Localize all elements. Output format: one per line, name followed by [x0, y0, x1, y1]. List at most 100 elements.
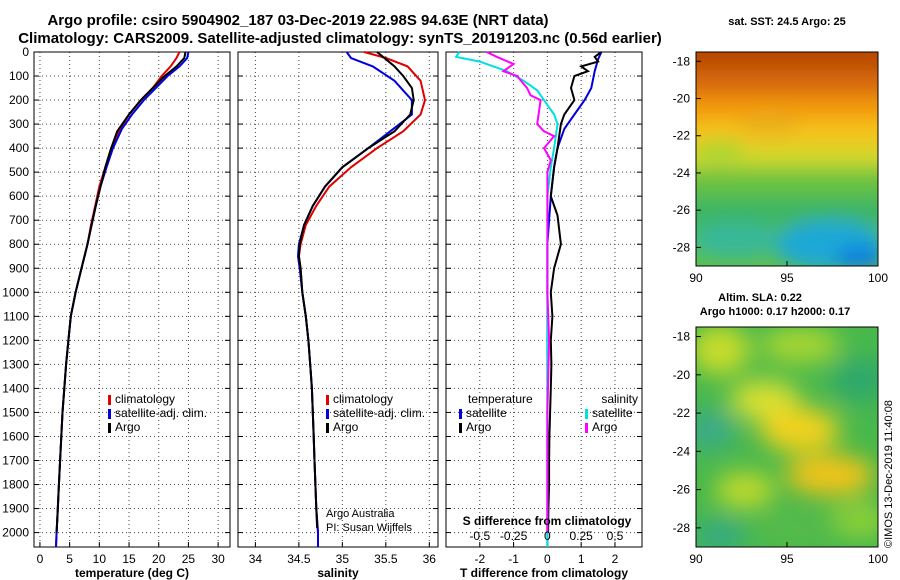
legend-swatch	[326, 395, 329, 405]
depth-tick-label: 1500	[2, 405, 29, 419]
x-tick-label: 30	[211, 552, 225, 566]
map-y-tick-label: -18	[673, 54, 691, 68]
depth-tick-label: 100	[9, 69, 29, 83]
difference-panel: -2 -1 0 1 2T difference from climatology S di…	[445, 51, 643, 580]
sla-map-field	[696, 327, 878, 547]
legend-salinity-title: salinity	[601, 392, 638, 406]
depth-tick-label: 600	[9, 189, 29, 203]
map-y-tick-label: -28	[673, 240, 691, 254]
map-y-tick-label: -18	[673, 330, 691, 344]
x-tick-label: 35	[336, 552, 350, 566]
sst-map-axes: 90 95 100 -18 -20 -22 -24 -26 -28	[673, 54, 889, 285]
s-diff-tick-label: -0.25	[500, 529, 528, 543]
x-axis-label: T difference from climatology	[460, 566, 628, 580]
depth-tick-label: 500	[9, 165, 29, 179]
legend-label: satellite-adj. clim.	[333, 406, 425, 420]
legend-swatch	[326, 409, 329, 419]
legend-label: climatology	[115, 392, 175, 406]
map-y-tick-label: -28	[673, 521, 691, 535]
map-y-tick-label: -20	[673, 368, 691, 382]
legend-swatch	[326, 423, 329, 433]
depth-tick-label: 0	[22, 45, 29, 59]
legend-label: Argo	[466, 420, 492, 434]
plot-frame	[445, 51, 643, 548]
plot-frame	[33, 51, 231, 548]
map-x-tick-label: 100	[868, 271, 888, 285]
depth-tick-label: 700	[9, 213, 29, 227]
x-tick-label: 5	[66, 552, 73, 566]
legend-swatch	[585, 409, 588, 419]
title-line1: Argo profile: csiro 5904902_187 03-Dec-2…	[47, 12, 548, 29]
map-y-tick-label: -26	[673, 203, 691, 217]
depth-tick-label: 800	[9, 237, 29, 251]
s-diff-tick-label: 0.25	[569, 529, 593, 543]
map-x-tick-label: 90	[689, 271, 703, 285]
legend-swatch	[108, 395, 111, 405]
depth-tick-label: 1800	[2, 478, 29, 492]
legend-label: climatology	[333, 392, 393, 406]
depth-tick-label: 1600	[2, 429, 29, 443]
legend-label: Argo	[333, 420, 359, 434]
map-y-tick-label: -22	[673, 129, 691, 143]
x-tick-label: 35.5	[374, 552, 398, 566]
depth-tick-label: 200	[9, 93, 29, 107]
x-tick-label: -2	[474, 552, 485, 566]
x-tick-label: 20	[152, 552, 166, 566]
map-y-tick-label: -20	[673, 92, 691, 106]
depth-tick-label: 1900	[2, 502, 29, 516]
legend-swatch	[459, 409, 462, 419]
s-diff-tick-label: -0.5	[469, 529, 490, 543]
legend-label: satellite	[466, 406, 507, 420]
depth-tick-label: 400	[9, 141, 29, 155]
s-diff-label: S difference from climatology	[463, 514, 632, 528]
depth-tick-label: 1700	[2, 453, 29, 467]
series-climatology	[297, 51, 427, 547]
map-x-tick-label: 90	[689, 552, 703, 566]
depth-tick-label: 1300	[2, 357, 29, 371]
map-x-tick-label: 95	[780, 271, 794, 285]
map-y-tick-label: -26	[673, 483, 691, 497]
series-s-argo	[486, 51, 556, 533]
depth-tick-label: 1200	[2, 333, 29, 347]
x-axis-label: temperature (deg C)	[75, 566, 189, 580]
legend-temperature-title: temperature	[468, 392, 533, 406]
series-argo	[297, 51, 415, 528]
legend-label: Argo	[592, 420, 618, 434]
map-x-tick-label: 100	[868, 552, 888, 566]
map-y-tick-label: -22	[673, 406, 691, 420]
x-tick-label: 0	[37, 552, 44, 566]
credit-pi: PI: Susan Wijffels	[326, 522, 412, 534]
legend-label: satellite	[592, 406, 633, 420]
credit-argo-australia: Argo Australia	[326, 508, 395, 520]
x-tick-label: 10	[93, 552, 107, 566]
legend-label: Argo	[115, 420, 141, 434]
s-diff-tick-label: 0	[544, 529, 551, 543]
series-argo	[55, 51, 187, 533]
depth-tick-label: 1400	[2, 381, 29, 395]
x-tick-label: 36	[423, 552, 437, 566]
imos-timestamp: ©IMOS 13-Dec-2019 11:40:08	[883, 400, 895, 548]
x-tick-label: 34.5	[287, 552, 311, 566]
legend-swatch	[108, 409, 111, 419]
depth-tick-label: 300	[9, 117, 29, 131]
map-y-tick-label: -24	[673, 166, 691, 180]
salinity-panel: 34 34.5 35 35.5 36 salinity climatologysatelli…	[237, 51, 439, 580]
x-tick-label: 1	[578, 552, 585, 566]
x-tick-label: 15	[122, 552, 136, 566]
title-line2: Climatology: CARS2009. Satellite-adjuste…	[18, 30, 662, 47]
map-x-tick-label: 95	[780, 552, 794, 566]
depth-tick-label: 1000	[2, 285, 29, 299]
depth-tick-label: 900	[9, 261, 29, 275]
x-tick-label: 34	[249, 552, 263, 566]
depth-tick-label: 2000	[2, 526, 29, 540]
legend-label: satellite-adj. clim.	[115, 406, 207, 420]
series-t-argo	[547, 51, 602, 533]
series-t-satellite	[546, 51, 603, 547]
x-tick-label: 0	[544, 552, 551, 566]
x-axis-label: salinity	[317, 566, 359, 580]
x-tick-label: 25	[182, 552, 196, 566]
sst-map-field	[696, 52, 878, 266]
temperature-panel: 0 5 10 15 20 25 30 temperature (deg C) 0 100 200 30…	[2, 45, 231, 580]
x-tick-label: -1	[508, 552, 519, 566]
